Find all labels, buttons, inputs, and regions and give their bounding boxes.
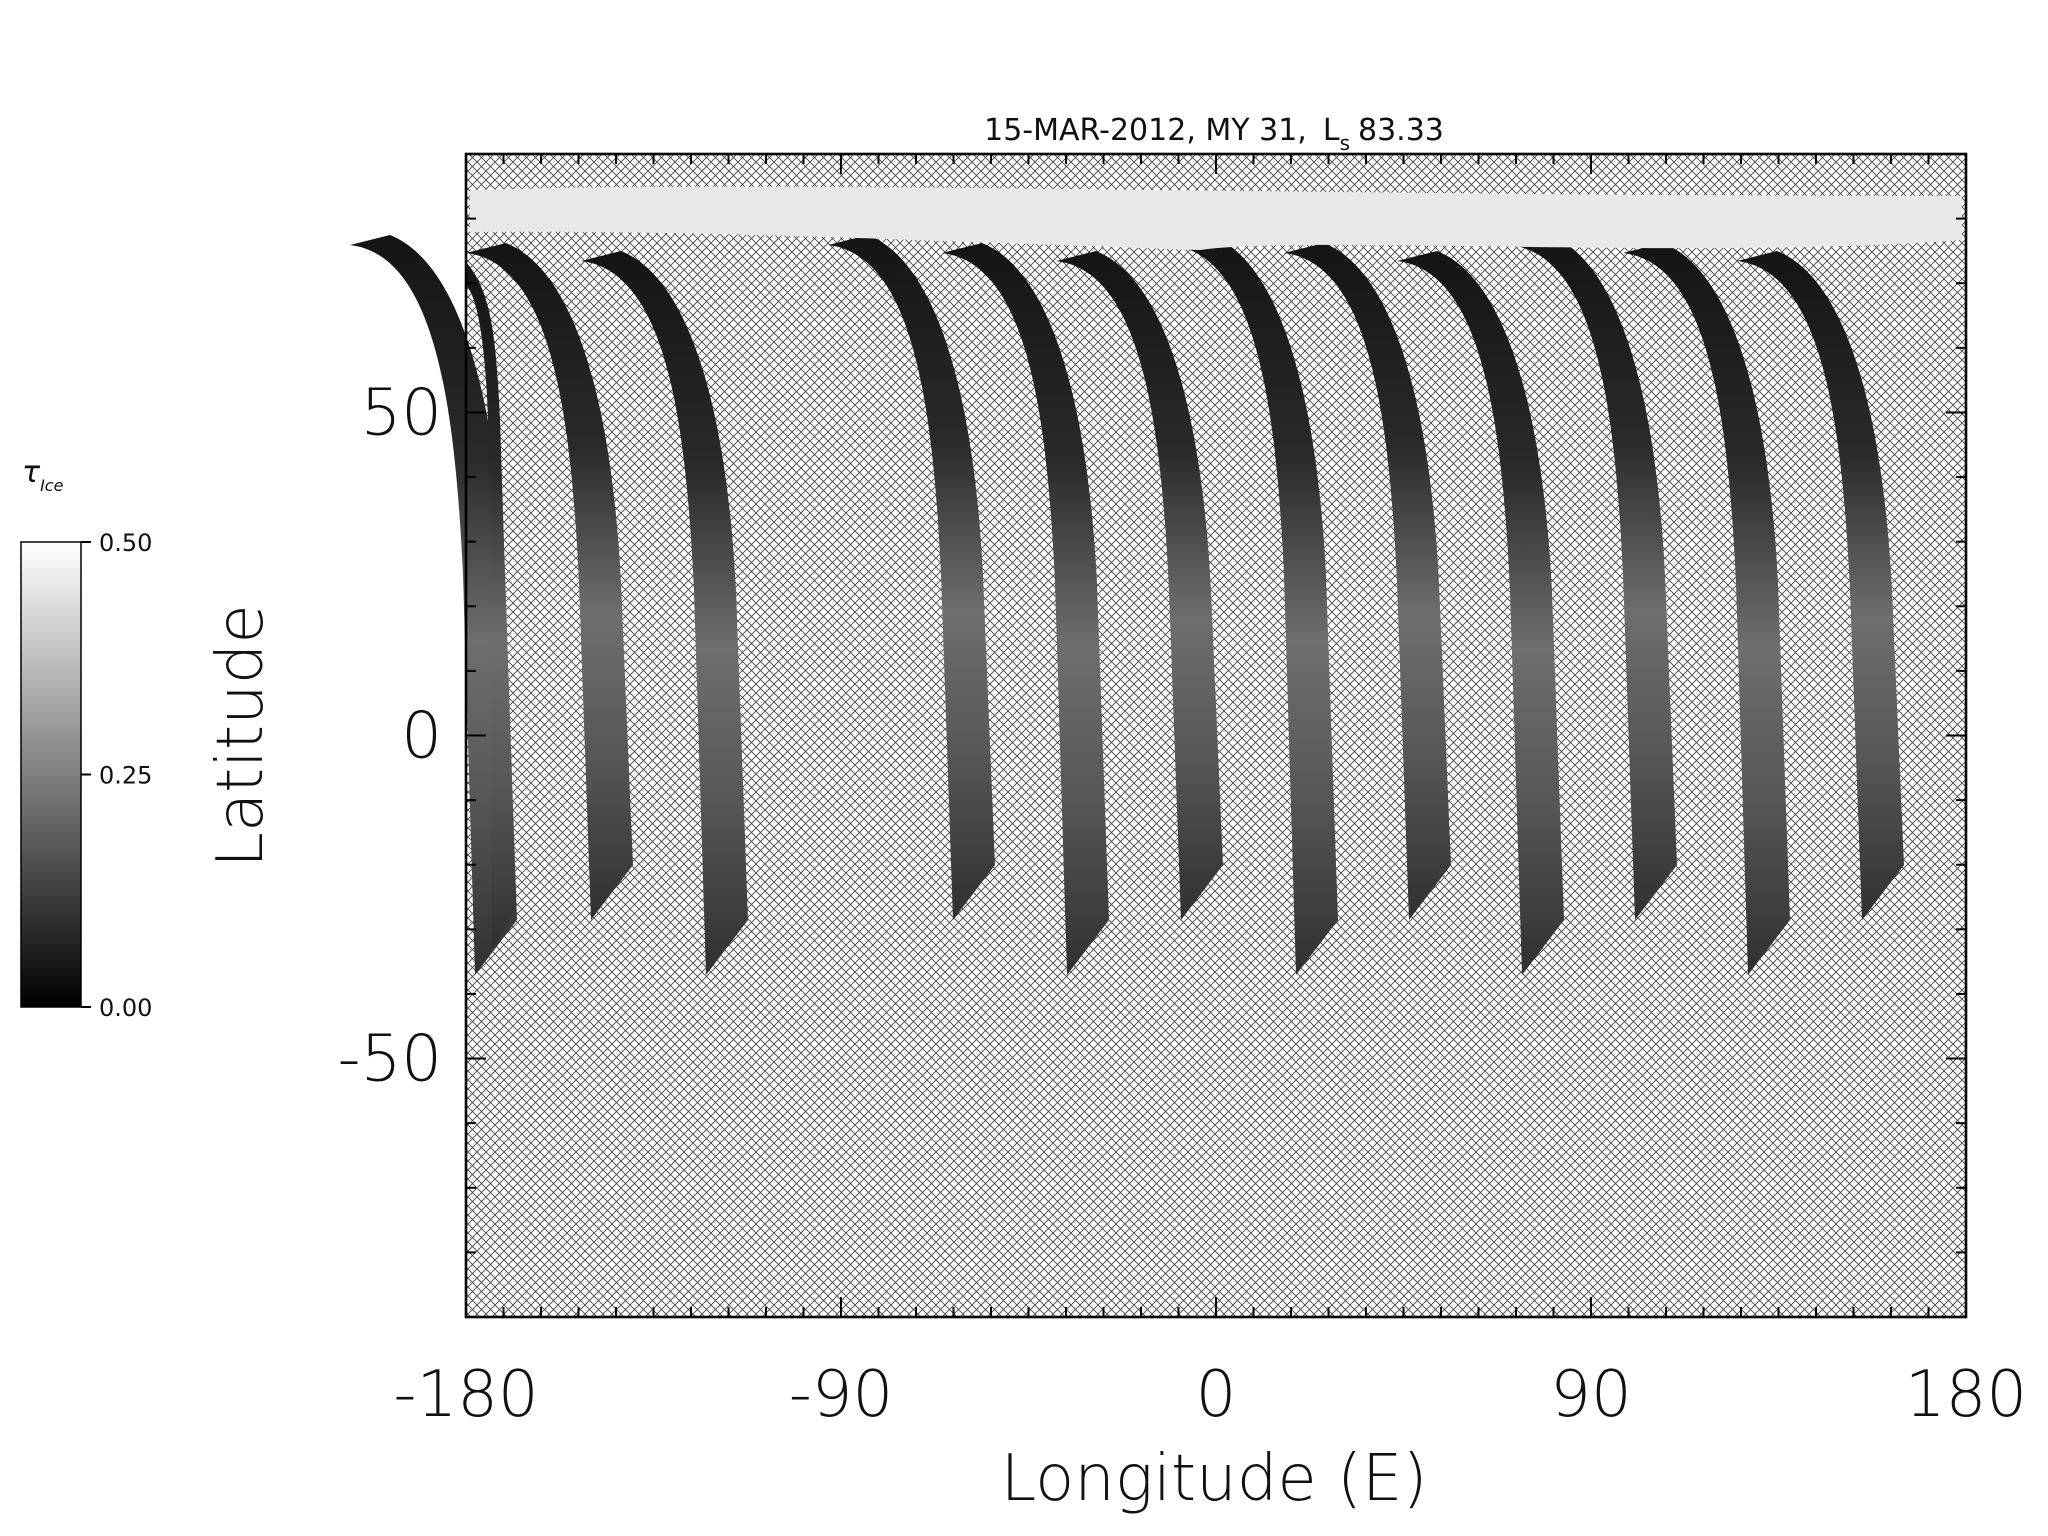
x-tick-label: -90 (789, 1358, 894, 1432)
y-tick-label: -50 (337, 1023, 442, 1097)
y-tick-label: 0 (401, 700, 442, 774)
colorbar-tick-label: 0.25 (99, 762, 152, 790)
swath (466, 243, 633, 920)
colorbar-symbol: τ (22, 455, 41, 490)
swath (1397, 251, 1564, 975)
x-tick-label: 90 (1550, 1358, 1631, 1432)
colorbar (20, 541, 82, 1008)
y-axis-title: Latitude (204, 604, 278, 867)
title-value: 83.33 (1358, 113, 1444, 148)
polar-cap (470, 186, 1962, 250)
swath (1056, 251, 1223, 920)
x-tick-label: -180 (393, 1358, 538, 1432)
x-tick-label: 0 (1196, 1358, 1237, 1432)
title-text: 15-MAR-2012, MY 31, (984, 113, 1307, 148)
title-subscript: s (1340, 131, 1350, 155)
swath (350, 235, 517, 975)
swath (1171, 235, 1338, 975)
colorbar-tick-label: 0.50 (99, 529, 152, 557)
colorbar-label: τIce (22, 455, 64, 495)
x-tick-label: 180 (1905, 1358, 2027, 1432)
swath (828, 235, 995, 920)
colorbar-tick-label: 0.00 (99, 994, 152, 1022)
chart-title: 15-MAR-2012, MY 31, Ls 83.33 (984, 113, 1444, 155)
swath (1737, 251, 1904, 920)
swath (942, 243, 1109, 975)
swath (466, 262, 516, 950)
swath (1284, 243, 1451, 920)
plot-frame (464, 152, 1968, 1319)
title-symbol: L (1323, 113, 1340, 148)
y-tick-label: 50 (361, 376, 442, 450)
swaths (350, 235, 1904, 975)
swath (1623, 243, 1790, 975)
colorbar-subscript: Ice (40, 476, 64, 495)
swath (581, 251, 748, 975)
x-axis-title: Longitude (E) (1001, 1442, 1428, 1516)
swath (1510, 235, 1677, 920)
